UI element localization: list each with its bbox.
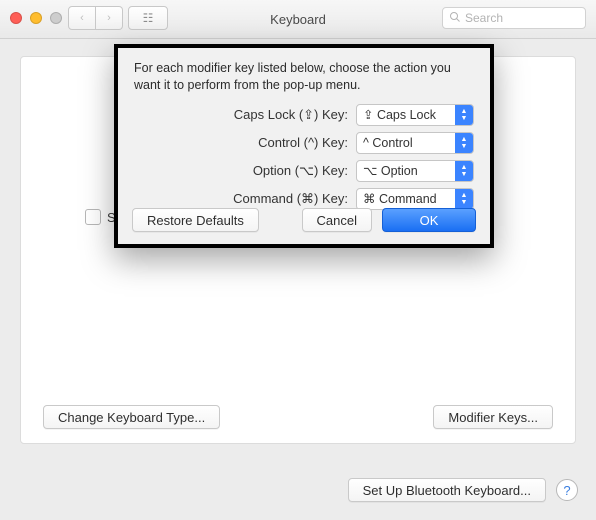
nav-back-button[interactable]: ‹ [68,6,96,30]
popup-control-value: ^ Control [357,136,455,150]
titlebar: ‹ › ☷ Keyboard Search [0,0,596,39]
show-all-button[interactable]: ☷ [128,6,168,30]
chevron-up-down-icon: ▲▼ [455,161,473,181]
search-input[interactable]: Search [442,7,586,29]
popup-capslock[interactable]: ⇪ Caps Lock ▲▼ [356,104,474,126]
change-keyboard-type-button[interactable]: Change Keyboard Type... [43,405,220,429]
window-footer: Set Up Bluetooth Keyboard... ? [348,478,578,502]
popup-capslock-value: ⇪ Caps Lock [357,107,455,122]
zoom-icon [50,12,62,24]
restore-defaults-button[interactable]: Restore Defaults [132,208,259,232]
label-control: Control (^) Key: [258,135,348,150]
nav-back-forward: ‹ › [68,6,123,30]
label-capslock: Caps Lock (⇪) Key: [234,107,348,123]
keyboard-prefs-window: ‹ › ☷ Keyboard Search Sho Change Keyboar… [0,0,596,520]
cancel-button[interactable]: Cancel [302,208,372,232]
search-placeholder: Search [465,11,503,25]
sheet-buttons: Restore Defaults Cancel OK [132,208,476,232]
traffic-lights [10,12,62,24]
popup-command-value: ⌘ Command [357,191,455,206]
ok-button[interactable]: OK [382,208,476,232]
show-checkbox[interactable] [85,209,101,225]
search-icon [449,11,461,26]
row-capslock: Caps Lock (⇪) Key: ⇪ Caps Lock ▲▼ [134,104,474,126]
popup-option[interactable]: ⌥ Option ▲▼ [356,160,474,182]
modifier-keys-sheet: For each modifier key listed below, choo… [114,44,494,248]
row-option: Option (⌥) Key: ⌥ Option ▲▼ [134,160,474,182]
popup-option-value: ⌥ Option [357,163,455,178]
grid-icon: ☷ [143,11,154,25]
nav-forward-button[interactable]: › [96,6,123,30]
modifier-keys-button[interactable]: Modifier Keys... [433,405,553,429]
help-button[interactable]: ? [556,479,578,501]
help-icon: ? [563,483,570,498]
minimize-icon[interactable] [30,12,42,24]
close-icon[interactable] [10,12,22,24]
setup-bluetooth-button[interactable]: Set Up Bluetooth Keyboard... [348,478,546,502]
label-command: Command (⌘) Key: [233,191,348,207]
label-option: Option (⌥) Key: [253,163,348,179]
panel-bottom-buttons: Change Keyboard Type... Modifier Keys... [43,405,553,429]
chevron-up-down-icon: ▲▼ [455,133,473,153]
chevron-up-down-icon: ▲▼ [455,105,473,125]
row-control: Control (^) Key: ^ Control ▲▼ [134,132,474,154]
popup-command[interactable]: ⌘ Command ▲▼ [356,188,474,210]
chevron-up-down-icon: ▲▼ [455,189,473,209]
sheet-instruction: For each modifier key listed below, choo… [134,60,474,94]
row-command: Command (⌘) Key: ⌘ Command ▲▼ [134,188,474,210]
popup-control[interactable]: ^ Control ▲▼ [356,132,474,154]
